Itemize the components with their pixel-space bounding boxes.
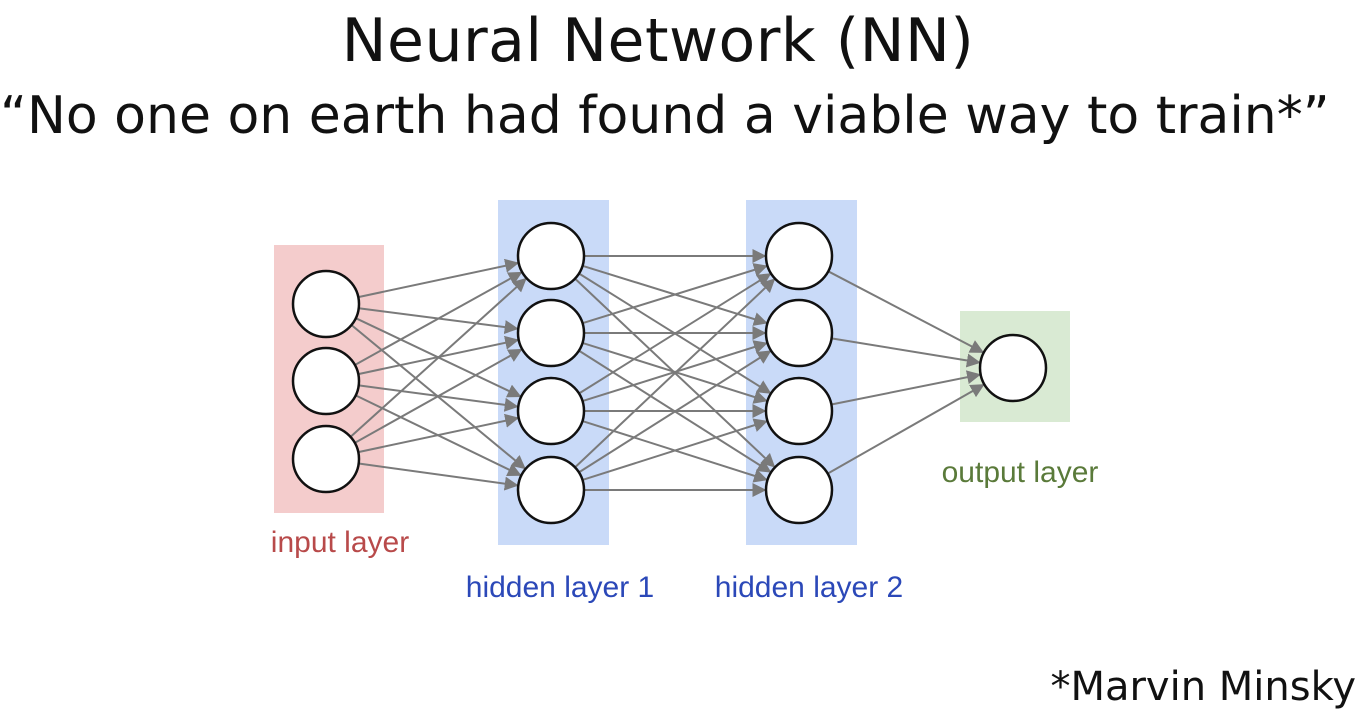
connection-input-2-to-hidden1-2 [358,413,520,454]
connection-hidden2-2-to-output-0 [831,370,982,406]
connection-hidden2-3-to-output-0 [827,383,985,475]
hidden2-neuron-3 [764,376,834,446]
hidden1-neuron-1 [516,221,586,291]
input-neuron-2 [291,346,361,416]
slide-title: Neural Network (NN) [341,6,975,76]
connection-hidden1-1-to-hidden2-0 [582,263,768,325]
hidden-layer-2-label: hidden layer 2 [715,571,903,604]
input-neuron-3 [291,424,361,494]
input-neuron-1 [291,269,361,339]
hidden2-neuron-2 [764,298,834,368]
attribution: *Marvin Minsky [1050,664,1356,710]
slide-quote: “No one on earth had found a viable way … [0,86,1330,146]
connection-input-0-to-hidden1-0 [358,258,520,299]
connection-hidden1-2-to-hidden2-0 [578,273,772,395]
hidden1-neuron-4 [516,455,586,525]
hidden-layer-1-label: hidden layer 1 [466,571,654,604]
connection-input-1-to-hidden1-0 [354,271,523,366]
output-layer-label: output layer [942,456,1099,489]
hidden2-neuron-4 [764,455,834,525]
hidden1-neuron-2 [516,298,586,368]
input-layer-label: input layer [271,526,409,559]
output-neuron-1 [978,333,1048,403]
connection-hidden1-3-to-hidden2-2 [582,418,768,481]
hidden1-neuron-3 [516,376,586,446]
connections [349,249,985,497]
neurons [291,221,1048,525]
connection-hidden1-3-to-hidden2-0 [574,278,776,469]
connection-hidden1-3-to-hidden2-1 [578,350,772,474]
connection-input-2-to-hidden1-0 [349,277,527,438]
connection-input-2-to-hidden1-3 [358,462,519,491]
connection-hidden2-1-to-output-0 [831,337,981,368]
connection-hidden2-0-to-output-0 [827,270,985,354]
connection-input-2-to-hidden1-1 [354,348,523,444]
hidden2-neuron-1 [764,221,834,291]
